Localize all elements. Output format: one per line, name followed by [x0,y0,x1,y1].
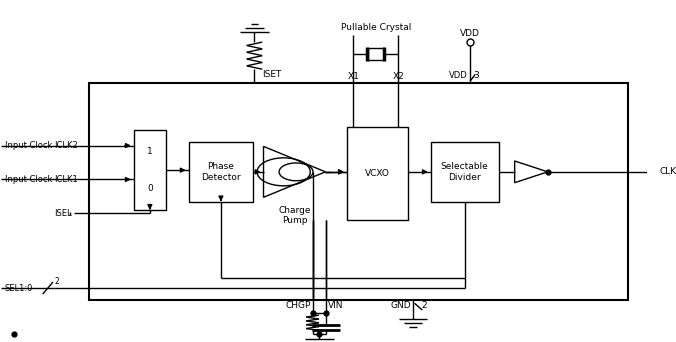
Text: ISEL: ISEL [54,209,72,218]
Text: CLK: CLK [660,167,676,176]
Text: ISET: ISET [262,70,282,79]
Text: 1: 1 [147,147,153,156]
Bar [347,127,408,220]
Text: ICLK2: ICLK2 [54,141,78,150]
Text: VIN: VIN [327,301,343,310]
Bar [431,142,498,201]
Text: Charge
Pump: Charge Pump [279,206,311,225]
Text: CHGP: CHGP [286,301,311,310]
Text: SEL1:0: SEL1:0 [5,284,33,292]
Text: 2: 2 [54,277,59,287]
Text: 2: 2 [421,301,427,310]
Text: VCXO: VCXO [365,169,390,178]
Text: Input Clock: Input Clock [5,175,52,184]
Bar [134,130,166,210]
Text: Phase
Detector: Phase Detector [201,162,241,182]
Text: 0: 0 [147,184,153,193]
Text: 3: 3 [473,71,479,80]
Bar [89,83,627,300]
Text: Input Clock: Input Clock [5,141,52,150]
Text: VDD: VDD [450,71,468,80]
Text: X1: X1 [347,72,359,81]
Text: Selectable
Divider: Selectable Divider [441,162,489,182]
Bar [189,142,254,201]
Text: Pullable Crystal: Pullable Crystal [341,23,411,32]
Text: X2: X2 [393,72,404,81]
Text: VDD: VDD [460,29,480,38]
Text: ICLK1: ICLK1 [54,175,78,184]
Text: GND: GND [391,301,412,310]
Bar [368,48,383,60]
